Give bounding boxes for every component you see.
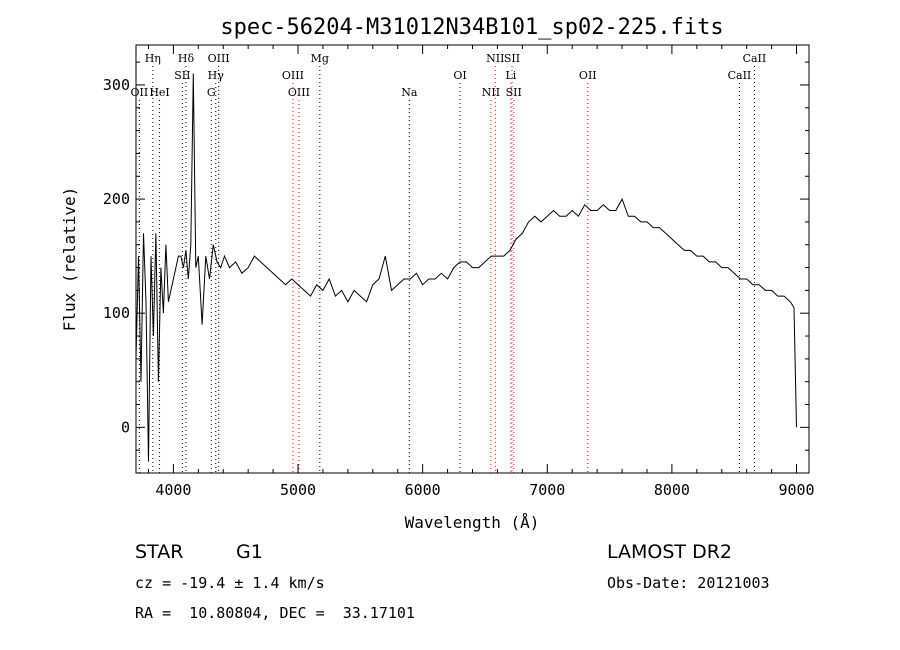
plot-frame xyxy=(135,44,810,474)
line-marker-label: Hδ xyxy=(178,52,195,65)
line-marker-label: SII xyxy=(506,86,522,99)
object-class: STAR xyxy=(135,541,184,563)
object-subclass: G1 xyxy=(236,541,263,563)
x-axis-label: Wavelength (Å) xyxy=(405,513,540,532)
y-tick-label: 100 xyxy=(103,304,130,322)
axes: 4000 5000 6000 7000 8000 9000 0 100 200 300 xyxy=(103,45,815,499)
y-tick-label: 0 xyxy=(121,418,130,436)
line-marker-label: OIII xyxy=(282,69,304,82)
spectrum-line xyxy=(135,73,797,462)
line-marker-label: Hη xyxy=(145,52,161,65)
x-tick-label: 4000 xyxy=(155,481,191,499)
x-tick-label: 5000 xyxy=(280,481,316,499)
line-marker-label: NII xyxy=(486,52,504,65)
x-tick-label: 7000 xyxy=(529,481,565,499)
x-tick-label: 6000 xyxy=(405,481,441,499)
y-tick-label: 200 xyxy=(103,190,130,208)
redshift-cz: cz = -19.4 ± 1.4 km/s xyxy=(135,574,325,592)
line-marker-label: G xyxy=(207,86,216,99)
line-marker-label: CaII xyxy=(743,52,767,65)
line-marker-label: Li xyxy=(505,69,516,82)
line-marker-label: CaII xyxy=(728,69,752,82)
line-marker-label: HeI xyxy=(149,86,169,99)
chart-title: spec-56204-M31012N34B101_sp02-225.fits xyxy=(220,15,723,40)
line-marker-label: OIII xyxy=(208,52,230,65)
y-axis-label: Flux (relative) xyxy=(60,187,79,332)
line-marker-label: Na xyxy=(401,86,418,99)
line-marker-label: OII xyxy=(579,69,597,82)
y-tick-label: 300 xyxy=(103,76,130,94)
line-marker-label: NII xyxy=(482,86,500,99)
line-marker-label: OII xyxy=(131,86,149,99)
x-tick-label: 9000 xyxy=(778,481,814,499)
observation-date: Obs-Date: 20121003 xyxy=(607,574,770,592)
x-tick-label: 8000 xyxy=(654,481,690,499)
line-marker-label: OIII xyxy=(288,86,310,99)
line-marker-label: Hγ xyxy=(208,69,225,82)
coordinates: RA = 10.80804, DEC = 33.17101 xyxy=(135,604,415,622)
survey-name: LAMOST DR2 xyxy=(607,541,732,563)
line-marker-label: SII xyxy=(174,69,190,82)
line-marker-label: Mg xyxy=(311,52,329,65)
line-marker-label: SII xyxy=(504,52,520,65)
line-marker-label: OI xyxy=(453,69,466,82)
spectrum-series xyxy=(135,73,797,462)
